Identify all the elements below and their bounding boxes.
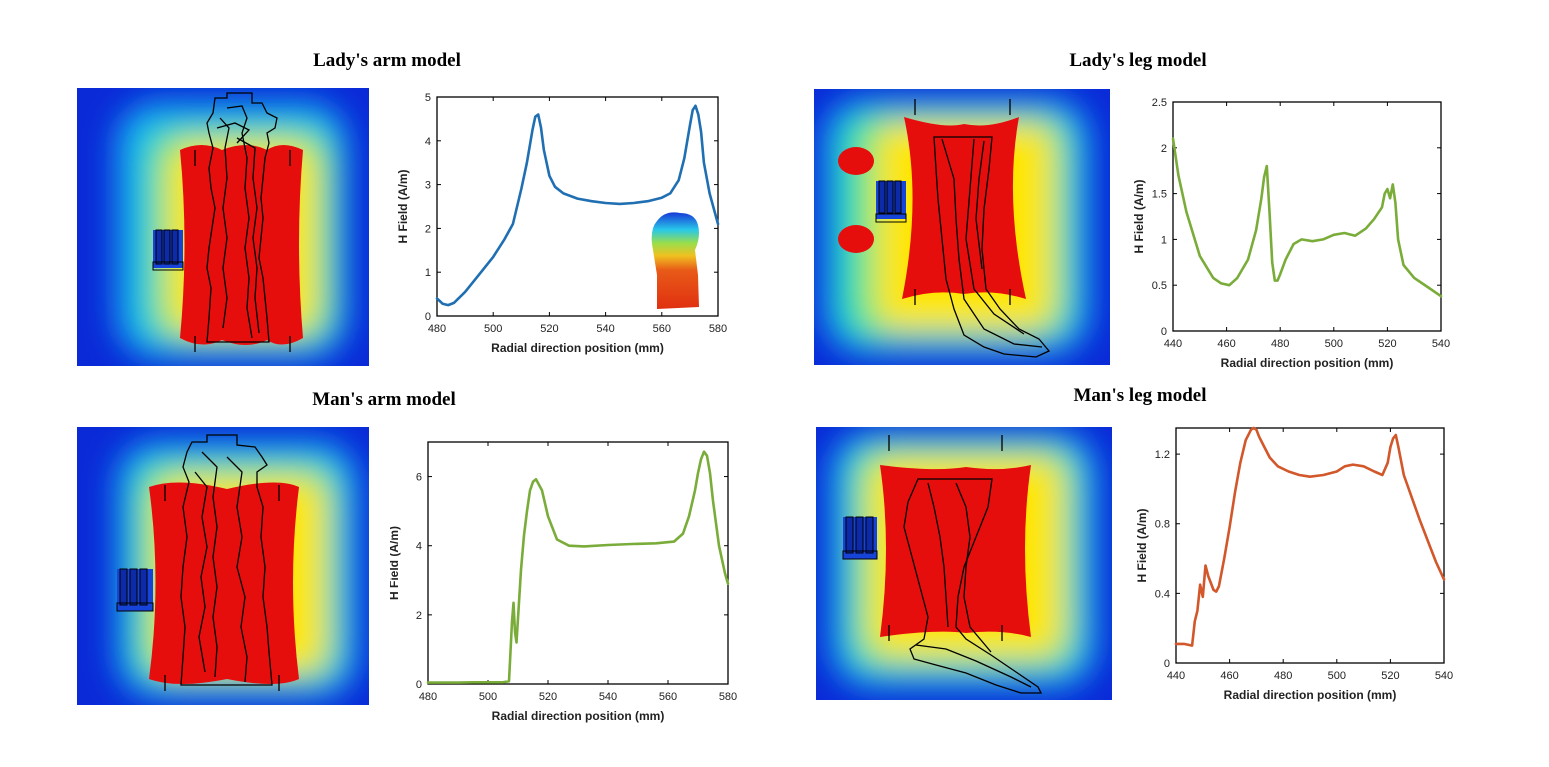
field-core [880,465,1031,637]
y-tick-label: 1.5 [1152,189,1167,201]
x-axis-label: Radial direction position (mm) [1221,356,1394,370]
body-outline [206,92,278,343]
y-axis-label: H Field (A/m) [1135,508,1149,582]
lady-arm-title: Lady's arm model [313,50,461,71]
plot-frame [427,441,729,685]
coil-markers [914,99,1011,305]
body-outline [903,478,1043,694]
x-tick-label: 540 [599,691,617,703]
y-tick-label: 1 [1161,234,1167,246]
y-tick-label: 0 [416,679,422,691]
field-core [180,145,303,345]
man-arm-chart: 480 500 520 540 560 580 0 2 4 6 Radial direction p… [390,430,740,730]
x-tick-label: 500 [1325,338,1343,350]
coil-markers [194,150,291,352]
x-tick-label: 580 [719,691,737,703]
y-tick-label: 5 [425,92,431,104]
plot-frame [436,96,719,317]
y-tick-label: 2.5 [1152,97,1167,109]
lady-leg-chart: 440 460 480 500 520 540 0 0.5 1 1.5 2 2.5 Radial dir… [1125,92,1460,377]
y-tick-label: 1.2 [1155,449,1170,461]
side-lobes [838,147,874,253]
plot-frame [1175,427,1445,664]
coil-markers [888,435,1003,641]
antenna-block [875,180,907,223]
x-tick-label: 480 [419,691,437,703]
y-tick-label: 2 [425,223,431,235]
man-leg-title: Man's leg model [1073,385,1207,406]
x-tick-label: 440 [1167,670,1185,682]
y-axis-label: H Field (A/m) [390,526,401,600]
inset-body-shape [651,212,699,309]
y-axis-label: H Field (A/m) [396,169,410,243]
y-tick-label: 0.5 [1152,280,1167,292]
x-tick-label: 500 [484,323,502,335]
man-arm-field-map [77,427,369,705]
field-core [149,482,299,684]
x-tick-label: 500 [479,691,497,703]
x-tick-label: 540 [596,323,614,335]
x-axis-label: Radial direction position (mm) [1224,688,1397,702]
x-tick-label: 560 [659,691,677,703]
x-axis-label: Radial direction position (mm) [491,341,664,355]
lady-arm-field-map [77,88,369,366]
x-tick-label: 460 [1220,670,1238,682]
y-tick-label: 4 [425,136,431,148]
x-tick-label: 520 [1381,670,1399,682]
lady-leg-chart-svg: 440 460 480 500 520 540 0 0.5 1 1.5 2 2.5 Radial dir… [1132,97,1450,370]
y-tick-label: 0.4 [1155,588,1170,600]
x-tick-label: 580 [709,323,727,335]
x-tick-label: 440 [1164,338,1182,350]
y-axis-label: H Field (A/m) [1132,179,1146,253]
x-tick-label: 480 [1271,338,1289,350]
field-core [902,117,1026,299]
y-tick-label: 0.8 [1155,519,1170,531]
x-axis-label: Radial direction position (mm) [492,709,665,723]
y-tick-label: 2 [1161,143,1167,155]
x-tick-label: 480 [428,323,446,335]
man-leg-chart-svg: 440 460 480 500 520 540 0 0.4 0.8 1.2 Radial direc… [1135,426,1453,702]
antenna-block [842,516,878,560]
x-tick-label: 480 [1274,670,1292,682]
body-outline [180,434,273,686]
x-tick-label: 560 [653,323,671,335]
y-tick-label: 1 [425,267,431,279]
antenna-block [116,568,154,612]
man-leg-chart: 440 460 480 500 520 540 0 0.4 0.8 1.2 Radial direc… [1128,418,1460,706]
x-tick-label: 460 [1217,338,1235,350]
lady-arm-chart-svg: 480 500 520 540 560 580 0 1 2 3 4 5 Radial direction… [396,92,727,355]
series-line [426,450,730,684]
inset-body-image [651,212,699,309]
x-tick-label: 520 [539,691,557,703]
man-arm-chart-svg: 480 500 520 540 560 580 0 2 4 6 Radial direction p… [390,441,737,723]
man-leg-field-map [816,427,1112,700]
series-line [1171,137,1443,298]
y-tick-label: 0 [1164,658,1170,670]
x-tick-label: 520 [1378,338,1396,350]
x-tick-label: 540 [1432,338,1450,350]
y-tick-label: 4 [416,541,422,553]
y-tick-label: 6 [416,472,422,484]
lady-leg-title: Lady's leg model [1069,50,1207,71]
plot-frame [1172,101,1442,332]
x-tick-label: 500 [1328,670,1346,682]
x-tick-label: 540 [1435,670,1453,682]
y-tick-label: 0 [1161,326,1167,338]
coil-markers [164,485,280,691]
y-tick-label: 0 [425,311,431,323]
x-tick-label: 520 [540,323,558,335]
lady-leg-field-map [814,89,1110,365]
y-tick-label: 3 [425,180,431,192]
body-outline [933,136,1051,358]
antenna-block [152,229,184,271]
lady-arm-chart: 480 500 520 540 560 580 0 1 2 3 4 5 Radial direction… [395,85,735,360]
y-tick-label: 2 [416,610,422,622]
series-line [435,104,720,307]
man-arm-title: Man's arm model [312,389,456,410]
series-line [1174,426,1446,647]
